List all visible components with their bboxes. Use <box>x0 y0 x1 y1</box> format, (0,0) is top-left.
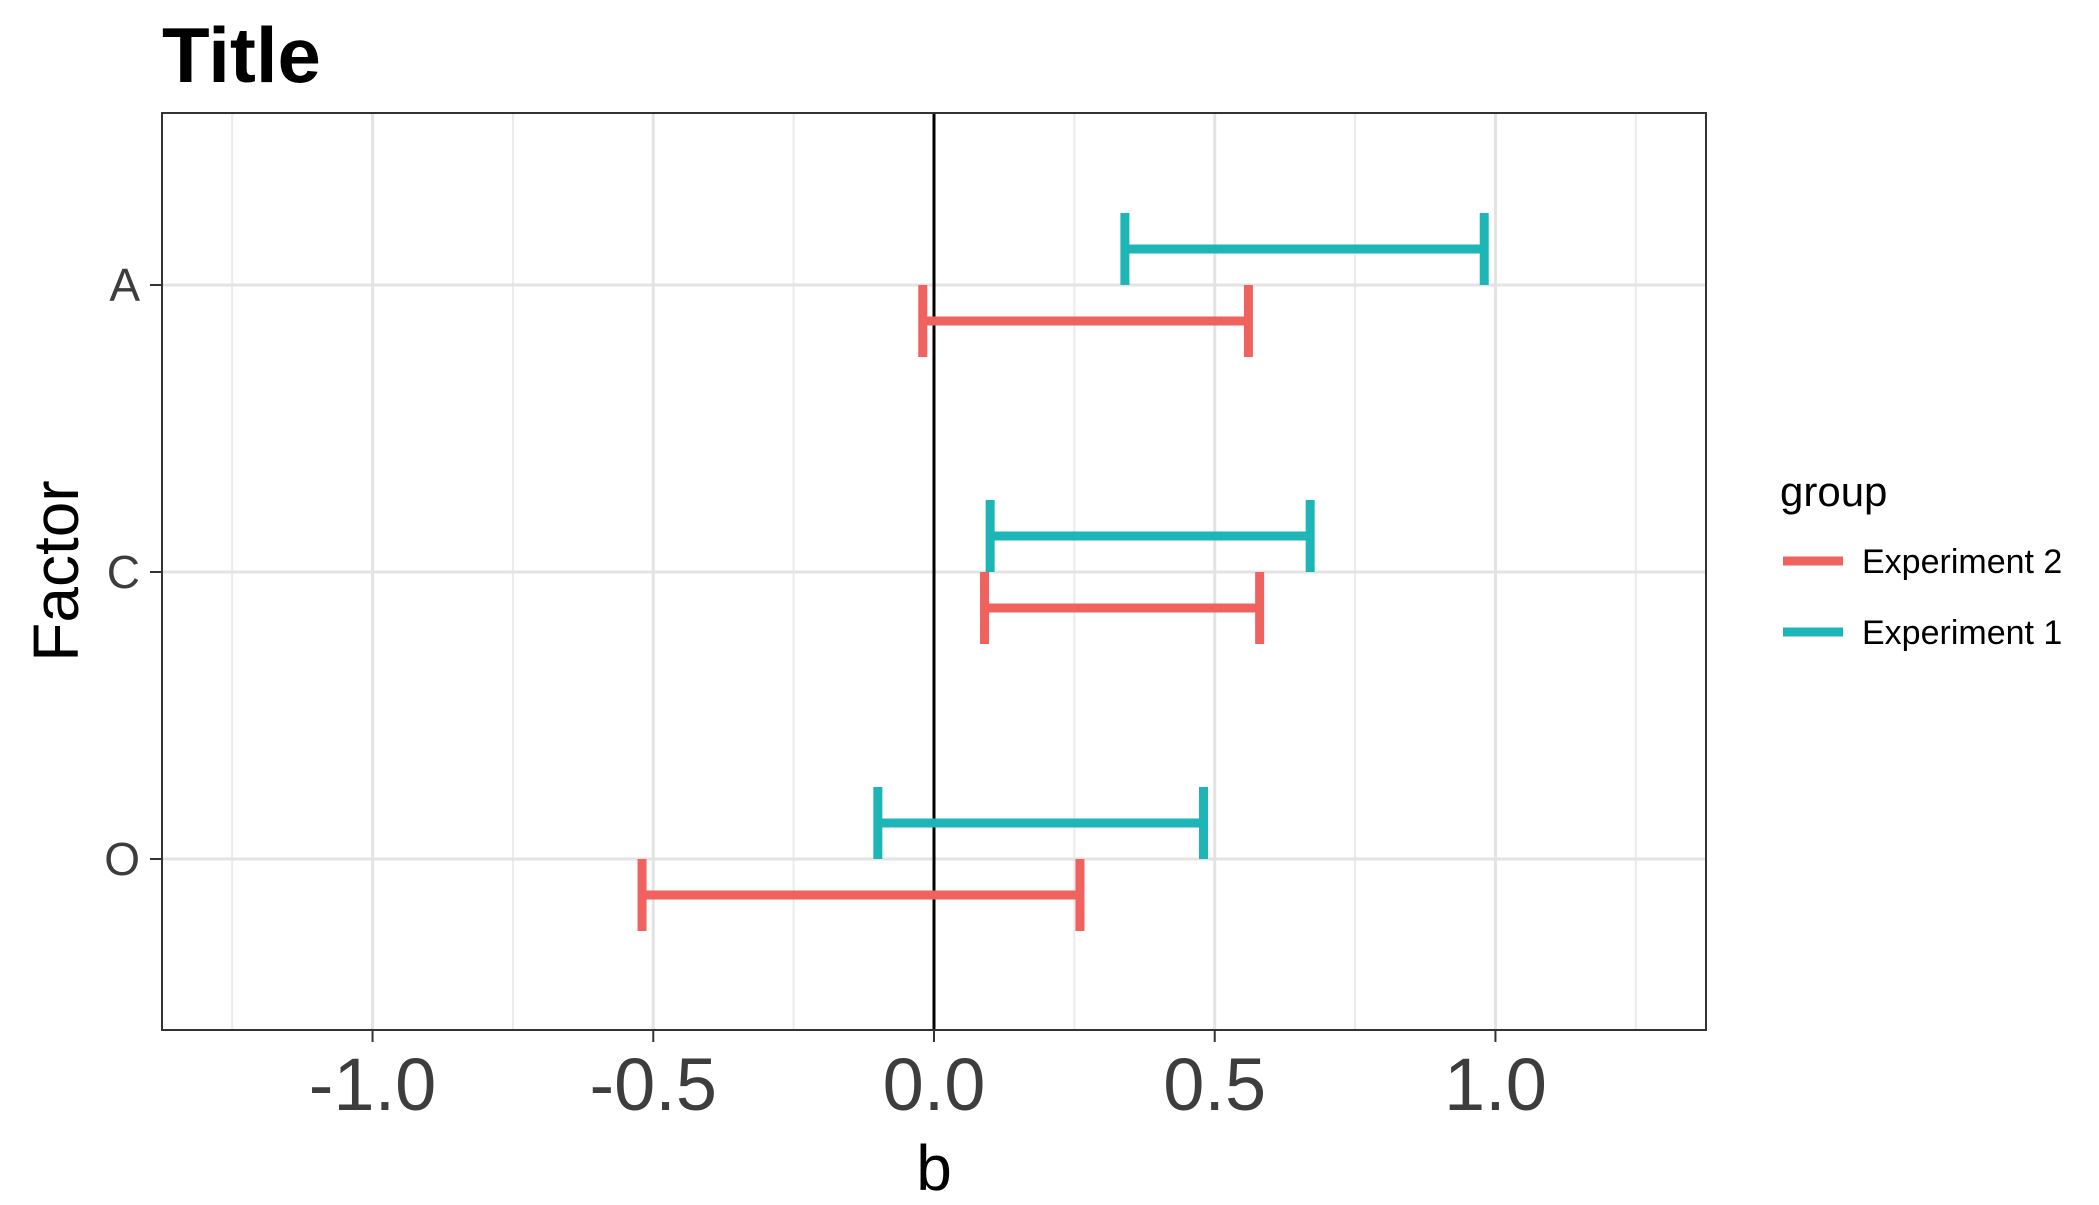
legend: group Experiment 2 Experiment 1 <box>1780 468 2062 652</box>
y-tick-label: O <box>104 833 140 885</box>
error-bar <box>918 285 1253 357</box>
x-tick-label: -0.5 <box>590 1043 718 1126</box>
legend-item: Experiment 1 <box>1783 614 2062 652</box>
error-bar <box>985 500 1315 572</box>
x-axis-title: b <box>916 1132 952 1200</box>
y-axis: A C O <box>104 259 162 885</box>
x-tick-label: 1.0 <box>1444 1043 1547 1126</box>
chart-title: Title <box>162 11 321 99</box>
legend-label: Experiment 2 <box>1862 543 2062 581</box>
legend-item: Experiment 2 <box>1783 543 2062 581</box>
error-bar <box>637 859 1085 931</box>
legend-label: Experiment 1 <box>1862 614 2062 652</box>
x-axis: -1.0 -0.5 0.0 0.5 1.0 <box>309 1030 1547 1126</box>
x-tick-label: -1.0 <box>309 1043 437 1126</box>
y-tick-label: C <box>107 546 140 598</box>
legend-title: group <box>1780 468 1887 515</box>
error-bar <box>1120 213 1489 285</box>
y-axis-title: Factor <box>20 480 92 661</box>
error-bar <box>980 572 1265 644</box>
x-tick-label: 0.0 <box>883 1043 986 1126</box>
error-bar <box>873 787 1208 859</box>
y-tick-label: A <box>109 259 140 311</box>
error-bars <box>637 213 1489 931</box>
x-tick-label: 0.5 <box>1163 1043 1266 1126</box>
